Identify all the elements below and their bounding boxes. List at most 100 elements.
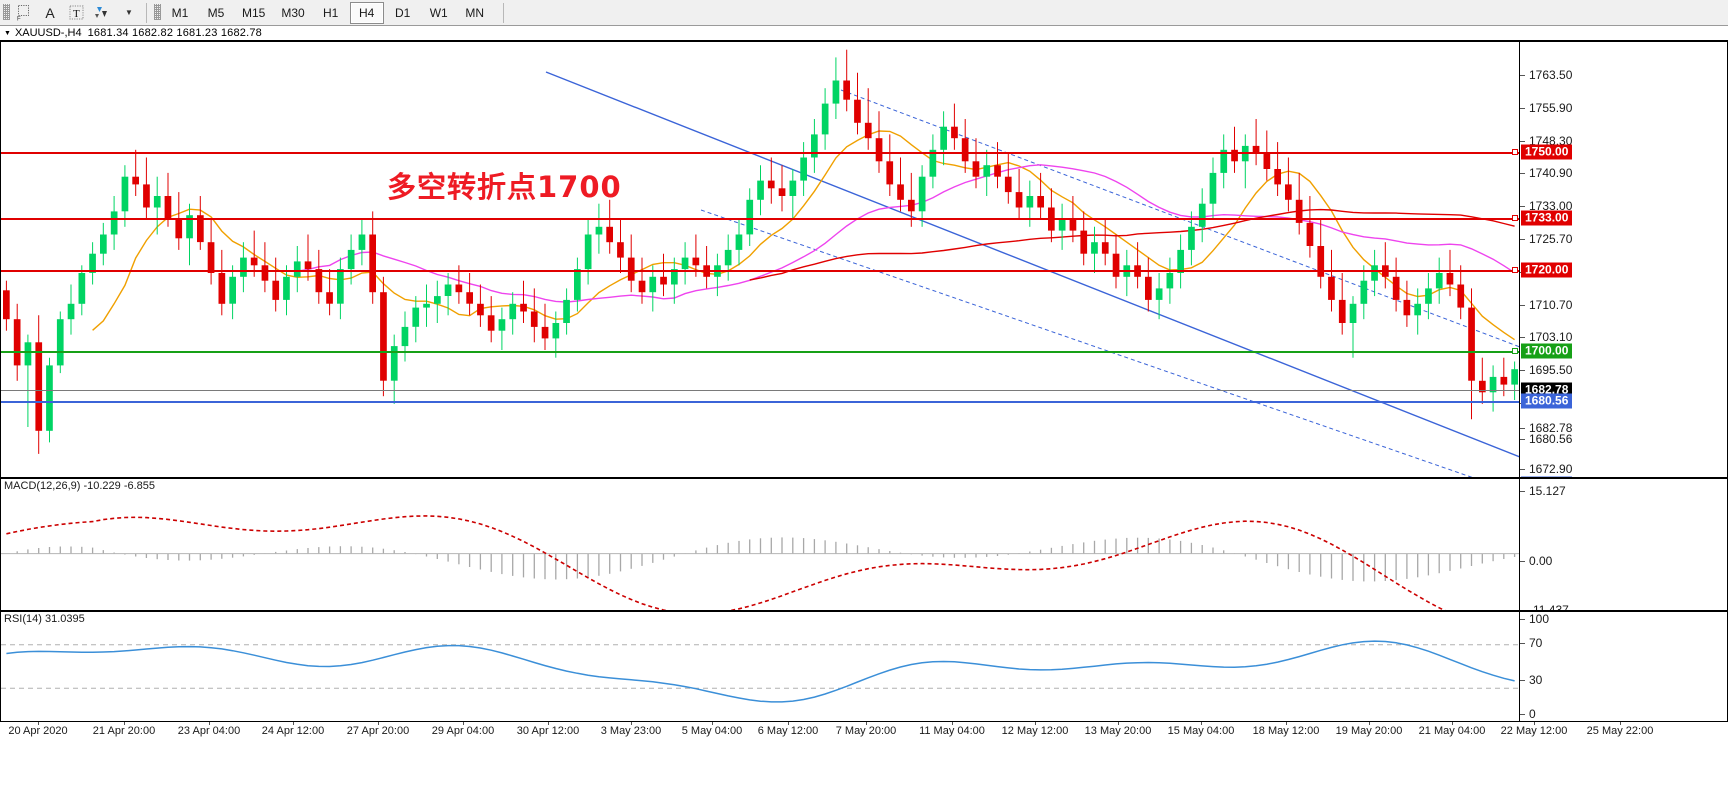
time-tick: [1452, 722, 1453, 725]
price-chart-panel[interactable]: 多空转折点1700 1763.50 1755.90 1748.30 1740.90 17…: [0, 41, 1728, 478]
time-axis-label: 19 May 20:00: [1335, 725, 1403, 737]
time-axis[interactable]: 20 Apr 2020 21 Apr 20:00 23 Apr 04:00 24 Ap…: [0, 722, 1728, 792]
rsi-tick: [1520, 619, 1525, 620]
time-tick: [209, 722, 210, 725]
time-tick: [293, 722, 294, 725]
price-scale-axis[interactable]: 1763.50 1755.90 1748.30 1740.90 1733.00 1725.…: [1519, 42, 1727, 477]
toolbar-grip-handle[interactable]: [2, 3, 11, 22]
time-tick: [952, 722, 953, 725]
time-axis-label: 5 May 04:00: [681, 725, 743, 737]
rsi-panel-label: RSI(14) 31.0395: [4, 613, 85, 625]
level-line-1720-00[interactable]: [1, 270, 1519, 272]
timeframe-h1[interactable]: H1: [323, 5, 339, 20]
toolbar-divider-2: [502, 2, 504, 23]
text-label-icon[interactable]: T: [63, 1, 89, 25]
dropdown-caret-icon[interactable]: ▼: [125, 8, 133, 17]
rsi-tick: [1520, 680, 1525, 681]
toolbar-divider: [146, 2, 147, 23]
price-tick: [1520, 439, 1525, 440]
crosshair-f-icon[interactable]: F: [11, 1, 37, 25]
timeframe-d1[interactable]: D1: [395, 5, 411, 20]
text-label-glyph: T: [69, 5, 83, 20]
level-line-1733-00[interactable]: [1, 218, 1519, 220]
price-tag-1733-00: 1733.00: [1521, 210, 1573, 226]
price-tag-1700-00: 1700.00: [1521, 343, 1573, 359]
level-line-1680-56[interactable]: [1, 401, 1519, 403]
timeframe-grip-handle[interactable]: [153, 3, 162, 22]
macd-scale-label: 0.00: [1529, 554, 1553, 568]
price-tag-1665-00: 1665.00: [1521, 476, 1573, 477]
timeframe-m5[interactable]: M5: [207, 5, 225, 20]
time-tick: [712, 722, 713, 725]
time-axis-label: 21 May 04:00: [1418, 725, 1486, 737]
time-axis-label: 6 May 12:00: [757, 725, 819, 737]
time-axis-label: 3 May 23:00: [600, 725, 662, 737]
macd-scale-axis[interactable]: 15.127 0.00 -11.437: [1519, 479, 1727, 610]
macd-tick: [1520, 491, 1525, 492]
timeframe-m30[interactable]: M30: [281, 5, 305, 20]
level-handle[interactable]: [1512, 348, 1518, 354]
time-tick: [1286, 722, 1287, 725]
time-axis-label: 18 May 12:00: [1252, 725, 1320, 737]
price-plot-area[interactable]: 多空转折点1700: [1, 42, 1519, 477]
level-line-1682-78[interactable]: [1, 390, 1519, 391]
rsi-scale-label: 0: [1529, 707, 1536, 721]
macd-scale-label: -11.437: [1529, 603, 1569, 611]
collapse-triangle-icon[interactable]: ▼: [4, 29, 11, 37]
price-scale-label: 1703.10: [1529, 330, 1573, 344]
time-tick: [788, 722, 789, 725]
level-line-1750-00[interactable]: [1, 152, 1519, 154]
macd-plot-area[interactable]: [1, 479, 1519, 610]
price-tick: [1520, 305, 1525, 306]
rsi-scale-label: 30: [1529, 673, 1543, 687]
price-tag-1750-00: 1750.00: [1521, 144, 1573, 160]
rsi-series-svg: [1, 640, 1519, 703]
price-scale-label: 1672.90: [1529, 462, 1573, 476]
time-tick: [463, 722, 464, 725]
timeframe-h4[interactable]: H4: [349, 1, 384, 24]
rsi-tick: [1520, 643, 1525, 644]
price-tick: [1520, 370, 1525, 371]
time-axis-label: 20 Apr 2020: [8, 725, 68, 737]
time-tick: [548, 722, 549, 725]
rsi-scale-label: 70: [1529, 636, 1543, 650]
shapes-icon[interactable]: [89, 1, 115, 25]
macd-series-svg: [1, 515, 1519, 610]
level-handle[interactable]: [1512, 149, 1518, 155]
rsi-plot-area[interactable]: [1, 612, 1519, 721]
price-candles-svg: [3, 49, 1519, 477]
time-axis-label: 27 Apr 20:00: [346, 725, 410, 737]
timeframe-m1[interactable]: M1: [171, 5, 189, 20]
text-a-icon[interactable]: A: [45, 4, 55, 21]
time-tick: [631, 722, 632, 725]
time-tick: [1035, 722, 1036, 725]
macd-tick: [1520, 561, 1525, 562]
price-tick: [1520, 239, 1525, 240]
macd-indicator-panel[interactable]: MACD(12,26,9) -10.229 -6.855 15.127 0.00 -…: [0, 478, 1728, 611]
price-scale-label: 1725.70: [1529, 232, 1573, 246]
symbol-label: XAUUSD-,H4: [14, 27, 82, 39]
timeframe-m15[interactable]: M15: [242, 5, 266, 20]
time-axis-label: 13 May 20:00: [1084, 725, 1152, 737]
time-axis-label: 12 May 12:00: [1001, 725, 1069, 737]
rsi-tick: [1520, 714, 1525, 715]
timeframe-w1[interactable]: W1: [429, 5, 448, 20]
rsi-indicator-panel[interactable]: RSI(14) 31.0395 100 70 30 0: [0, 611, 1728, 722]
price-scale-label: 1755.90: [1529, 101, 1573, 115]
price-tick: [1520, 206, 1525, 207]
time-tick: [1534, 722, 1535, 725]
level-handle[interactable]: [1512, 267, 1518, 273]
crosshair-f-glyph: F: [17, 4, 29, 21]
rsi-scale-axis[interactable]: 100 70 30 0: [1519, 612, 1727, 721]
time-axis-label: 23 Apr 04:00: [177, 725, 241, 737]
chart-text-annotation: 多空转折点1700: [387, 170, 622, 204]
timeframe-mn[interactable]: MN: [465, 5, 485, 20]
symbol-info-bar: ▼ XAUUSD-,H4 1681.34 1682.82 1681.23 168…: [0, 26, 1728, 41]
time-tick: [1369, 722, 1370, 725]
time-tick: [1620, 722, 1621, 725]
ohlc-quotes: 1681.34 1682.82 1681.23 1682.78: [87, 27, 262, 39]
time-tick: [124, 722, 125, 725]
time-axis-label: 24 Apr 12:00: [261, 725, 325, 737]
level-handle[interactable]: [1512, 215, 1518, 221]
level-line-1700-00[interactable]: [1, 351, 1519, 353]
